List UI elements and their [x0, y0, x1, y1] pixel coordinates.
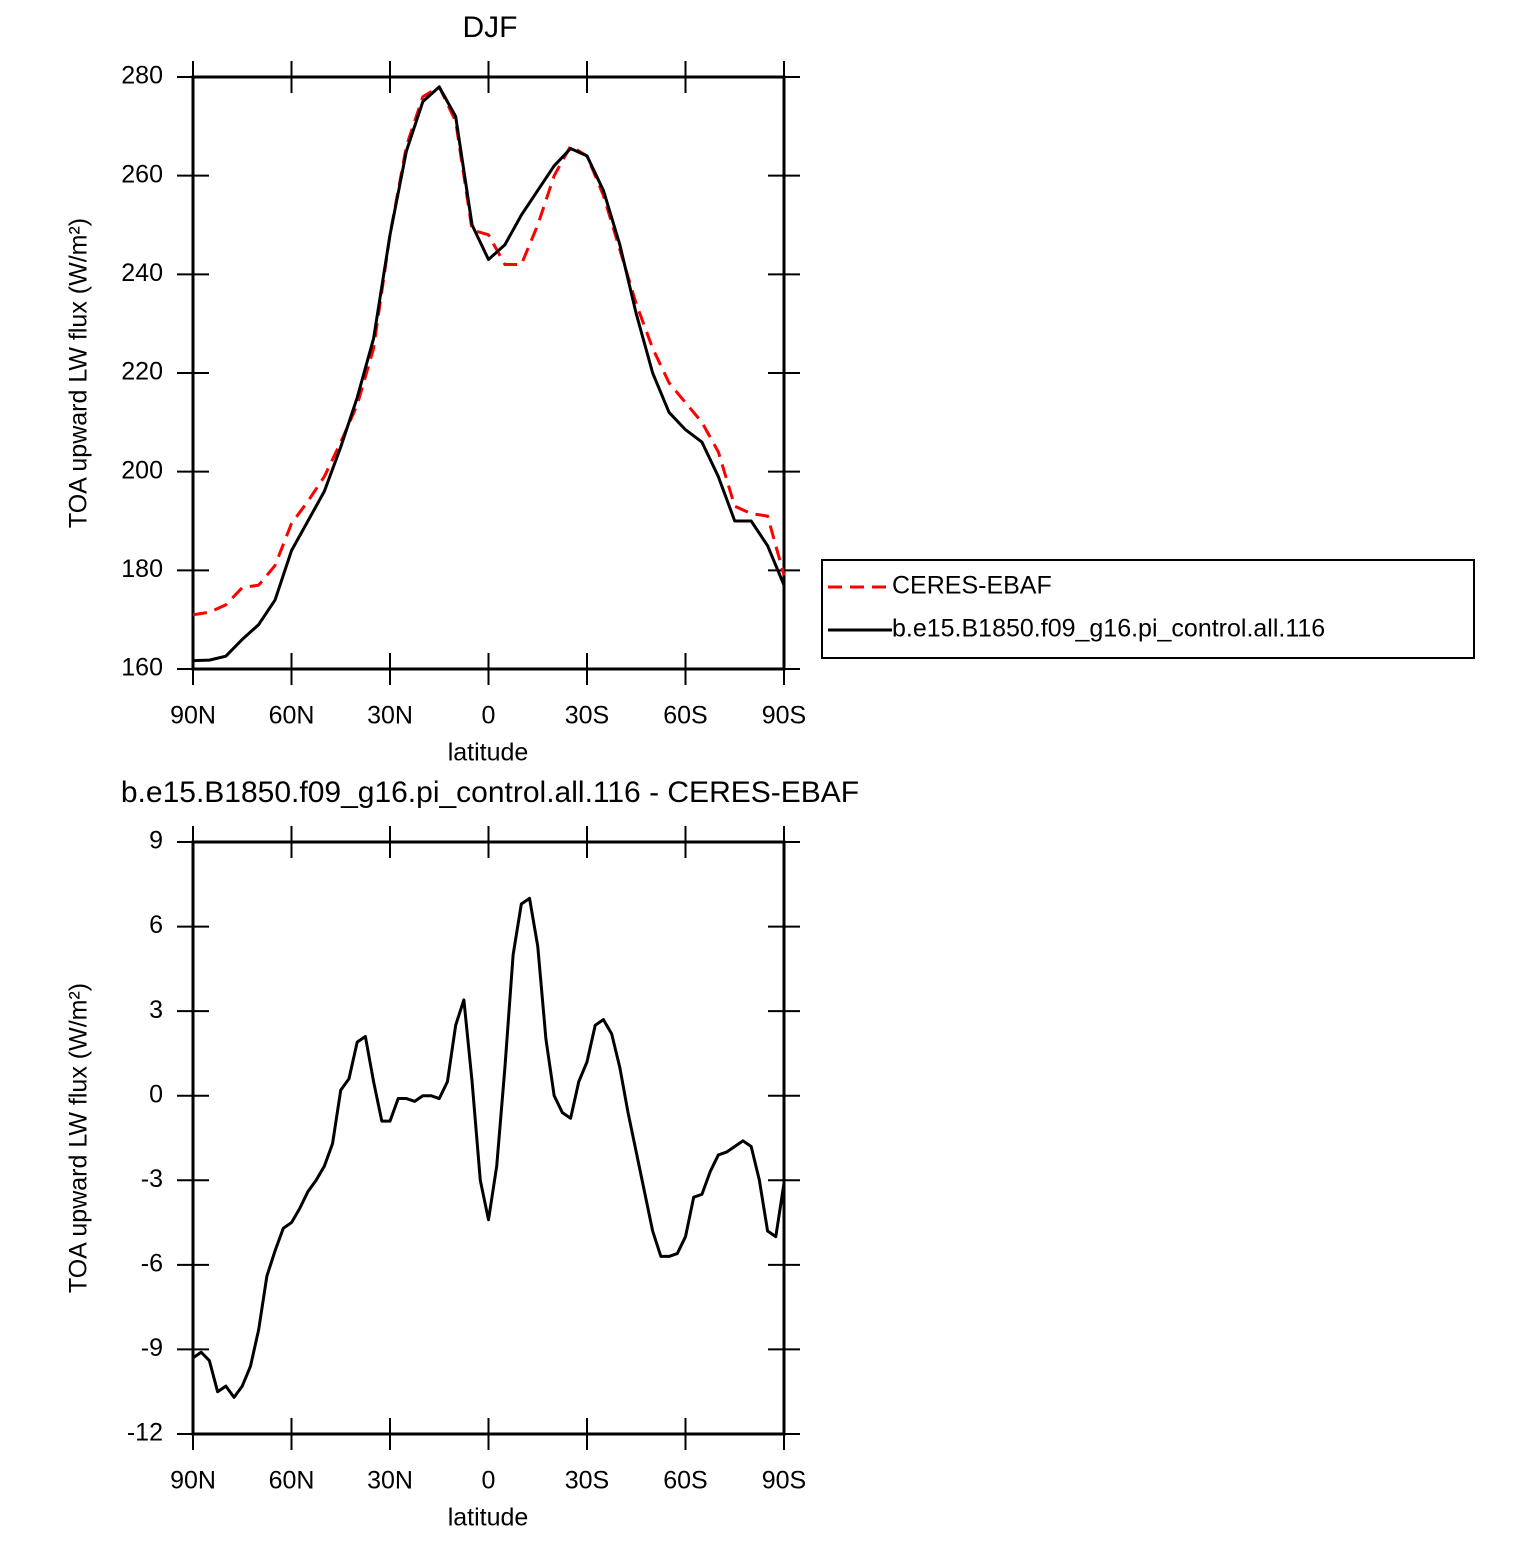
y-tick-label: 3: [149, 996, 163, 1024]
y-tick-label: 220: [121, 358, 163, 386]
legend-label: CERES-EBAF: [892, 572, 1052, 600]
x-tick-label: 0: [482, 1467, 496, 1495]
x-tick-label: 60S: [663, 702, 707, 730]
chart-title: DJF: [463, 11, 518, 44]
plot-frame: [191, 840, 786, 1436]
x-axis-label: latitude: [448, 1504, 529, 1532]
y-tick-label: 6: [149, 911, 163, 939]
y-tick-label: 200: [121, 456, 163, 484]
y-axis-label: TOA upward LW flux (W/m²): [65, 983, 93, 1293]
legend-box: [821, 559, 1475, 659]
y-tick-label: 0: [149, 1080, 163, 1108]
x-axis-label: latitude: [448, 739, 529, 767]
y-tick-label: 180: [121, 555, 163, 583]
y-tick-label: 160: [121, 654, 163, 682]
y-tick-label: 280: [121, 62, 163, 90]
x-tick-label: 90N: [170, 1467, 216, 1495]
x-tick-label: 90S: [762, 702, 806, 730]
data-line: [192, 896, 786, 1399]
x-tick-label: 60N: [269, 702, 315, 730]
y-tick-label: -9: [141, 1334, 163, 1362]
x-tick-label: 30N: [367, 1467, 413, 1495]
y-tick-label: 260: [121, 160, 163, 188]
x-tick-label: 0: [482, 702, 496, 730]
data-line: [192, 85, 786, 617]
x-tick-label: 90S: [762, 1467, 806, 1495]
y-tick-label: 9: [149, 827, 163, 855]
x-tick-label: 30S: [565, 702, 609, 730]
x-tick-label: 90N: [170, 702, 216, 730]
y-tick-label: -12: [127, 1419, 163, 1447]
x-tick-label: 30N: [367, 702, 413, 730]
x-tick-label: 30S: [565, 1467, 609, 1495]
y-tick-label: -3: [141, 1165, 163, 1193]
chart-title: b.e15.B1850.f09_g16.pi_control.all.116 -…: [121, 776, 859, 809]
x-tick-label: 60N: [269, 1467, 315, 1495]
y-tick-label: -6: [141, 1249, 163, 1277]
data-line: [192, 85, 786, 663]
y-axis-label: TOA upward LW flux (W/m²): [65, 218, 93, 528]
x-tick-label: 60S: [663, 1467, 707, 1495]
y-tick-label: 240: [121, 259, 163, 287]
legend-label: b.e15.B1850.f09_g16.pi_control.all.116: [892, 615, 1325, 643]
